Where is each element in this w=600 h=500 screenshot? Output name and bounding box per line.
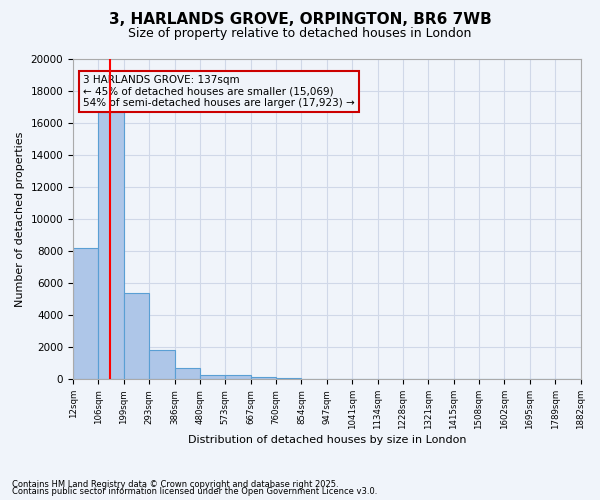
Text: Contains public sector information licensed under the Open Government Licence v3: Contains public sector information licen…	[12, 487, 377, 496]
Y-axis label: Number of detached properties: Number of detached properties	[15, 132, 25, 307]
Bar	[124, 293, 149, 380]
Bar	[149, 350, 175, 380]
Bar	[175, 368, 200, 380]
Bar	[225, 376, 251, 380]
Text: Size of property relative to detached houses in London: Size of property relative to detached ho…	[128, 28, 472, 40]
X-axis label: Distribution of detached houses by size in London: Distribution of detached houses by size …	[188, 435, 466, 445]
Text: 3 HARLANDS GROVE: 137sqm
← 45% of detached houses are smaller (15,069)
54% of se: 3 HARLANDS GROVE: 137sqm ← 45% of detach…	[83, 75, 355, 108]
Text: 3, HARLANDS GROVE, ORPINGTON, BR6 7WB: 3, HARLANDS GROVE, ORPINGTON, BR6 7WB	[109, 12, 491, 28]
Bar	[98, 112, 124, 380]
Bar	[276, 378, 301, 380]
Bar	[251, 376, 276, 380]
Text: Contains HM Land Registry data © Crown copyright and database right 2025.: Contains HM Land Registry data © Crown c…	[12, 480, 338, 489]
Bar	[200, 374, 225, 380]
Bar	[73, 248, 98, 380]
